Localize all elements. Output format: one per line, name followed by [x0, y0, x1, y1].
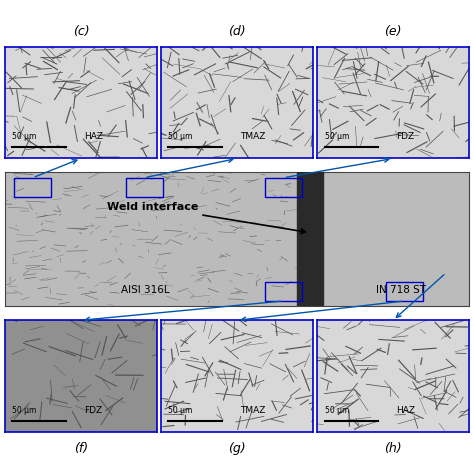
Text: (h): (h) — [384, 442, 402, 455]
Text: (c): (c) — [73, 25, 89, 38]
Text: 50 μm: 50 μm — [325, 133, 349, 141]
Bar — [386, 282, 423, 301]
Text: TMAZ: TMAZ — [240, 133, 265, 141]
Text: FDZ: FDZ — [84, 406, 102, 415]
Bar — [297, 173, 323, 306]
Text: 50 μm: 50 μm — [325, 406, 349, 415]
Bar — [14, 178, 51, 197]
Text: HAZ: HAZ — [396, 406, 415, 415]
Text: (e): (e) — [384, 25, 402, 38]
Text: IN 718 ST: IN 718 ST — [376, 285, 426, 295]
Text: 50 μm: 50 μm — [168, 133, 193, 141]
Text: 50 μm: 50 μm — [12, 133, 36, 141]
Text: (f): (f) — [74, 442, 88, 455]
Text: Weld interface: Weld interface — [107, 202, 305, 233]
Bar — [265, 282, 302, 301]
Text: 50 μm: 50 μm — [168, 406, 193, 415]
Bar — [265, 178, 302, 197]
Text: TMAZ: TMAZ — [240, 406, 265, 415]
Text: (g): (g) — [228, 442, 246, 455]
Text: FDZ: FDZ — [396, 133, 414, 141]
Text: HAZ: HAZ — [84, 133, 103, 141]
Text: AISI 316L: AISI 316L — [121, 285, 170, 295]
Text: (d): (d) — [228, 25, 246, 38]
Text: 50 μm: 50 μm — [12, 406, 36, 415]
Bar — [126, 178, 163, 197]
